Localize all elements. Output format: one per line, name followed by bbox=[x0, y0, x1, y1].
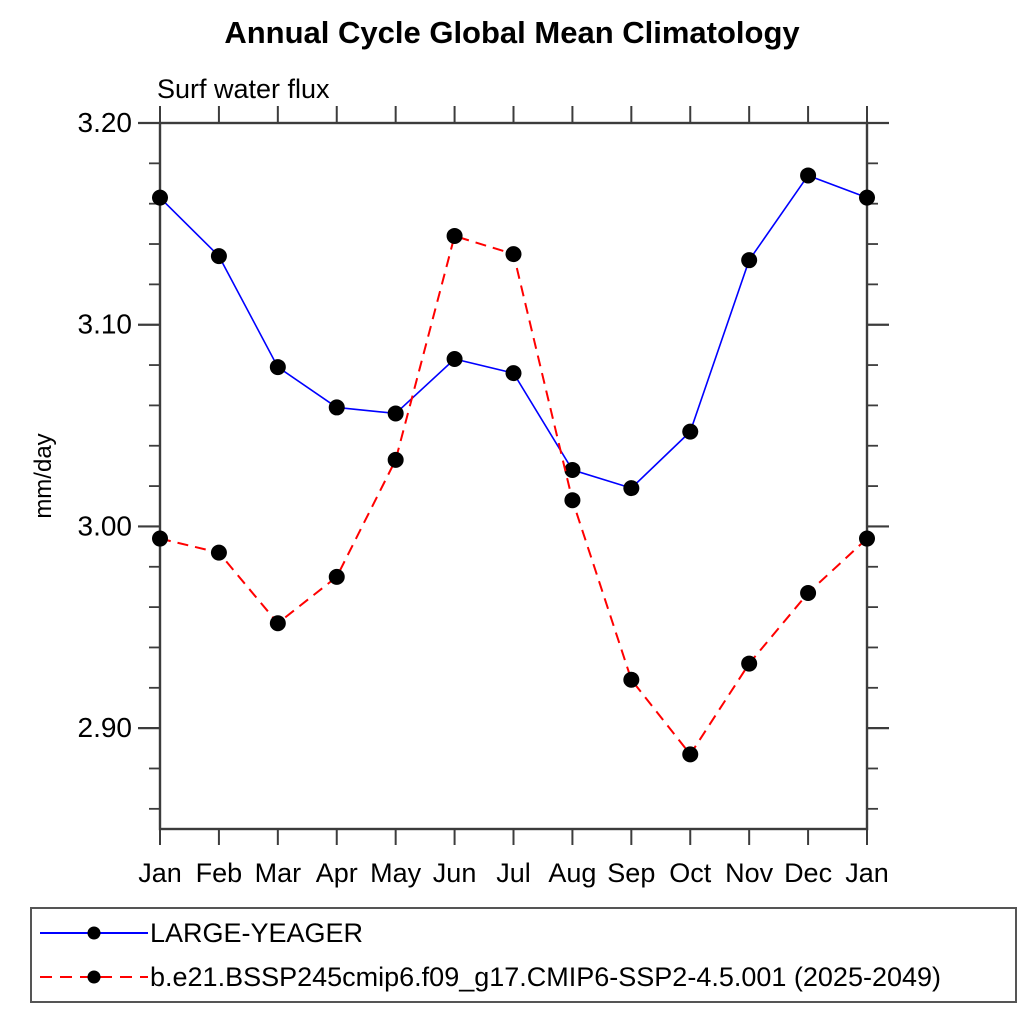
legend-marker-icon bbox=[87, 970, 101, 984]
data-point-marker bbox=[446, 227, 463, 244]
x-tick-label: Jan bbox=[845, 858, 889, 888]
data-point-marker bbox=[564, 461, 581, 478]
legend-marker-icon bbox=[87, 926, 101, 940]
x-tick-label: Dec bbox=[784, 858, 832, 888]
chart-subtitle: Surf water flux bbox=[157, 74, 330, 104]
data-point-marker bbox=[387, 405, 404, 422]
data-point-marker bbox=[387, 451, 404, 468]
data-point-marker bbox=[210, 544, 227, 561]
x-tick-label: Jul bbox=[496, 858, 531, 888]
legend-item-1: b.e21.BSSP245cmip6.f09_g17.CMIP6-SSP2-4.… bbox=[38, 955, 1011, 999]
data-point-marker bbox=[564, 492, 581, 509]
x-tick-label: Sep bbox=[607, 858, 655, 888]
data-point-marker bbox=[741, 252, 758, 269]
x-tick-label: Feb bbox=[196, 858, 243, 888]
data-point-marker bbox=[800, 584, 817, 601]
y-tick-label: 2.90 bbox=[78, 712, 133, 743]
y-tick-label: 3.20 bbox=[78, 107, 133, 138]
data-point-marker bbox=[623, 671, 640, 688]
x-tick-label: Mar bbox=[255, 858, 302, 888]
legend-label: LARGE-YEAGER bbox=[150, 917, 364, 948]
x-tick-label: Apr bbox=[316, 858, 358, 888]
y-tick-label: 3.10 bbox=[78, 309, 133, 340]
data-point-marker bbox=[269, 615, 286, 632]
x-tick-label: Jan bbox=[138, 858, 182, 888]
data-point-marker bbox=[682, 423, 699, 440]
legend-solid-line-icon bbox=[40, 926, 148, 940]
data-point-marker bbox=[682, 746, 699, 763]
data-point-marker bbox=[505, 365, 522, 382]
data-point-marker bbox=[152, 530, 168, 547]
chart-title: Annual Cycle Global Mean Climatology bbox=[224, 15, 800, 50]
legend-item-0: LARGE-YEAGER bbox=[38, 911, 1011, 955]
plot-border bbox=[158, 121, 869, 831]
legend-dashed-line-icon bbox=[40, 970, 148, 984]
x-tick-label: Nov bbox=[725, 858, 774, 888]
series-line-1 bbox=[159, 234, 868, 757]
data-point-marker bbox=[210, 248, 227, 265]
data-point-marker bbox=[623, 480, 640, 497]
data-point-marker bbox=[859, 189, 875, 206]
data-point-marker bbox=[152, 189, 168, 206]
x-tick-label: May bbox=[370, 858, 422, 888]
data-point-marker bbox=[741, 655, 758, 672]
data-point-marker bbox=[446, 351, 463, 368]
data-point-marker bbox=[328, 399, 345, 416]
y-tick-label: 3.00 bbox=[78, 510, 133, 541]
data-point-marker bbox=[859, 530, 875, 547]
data-point-marker bbox=[505, 246, 522, 263]
data-point-marker bbox=[328, 568, 345, 585]
x-tick-label: Oct bbox=[669, 858, 712, 888]
data-point-marker bbox=[269, 359, 286, 376]
legend-box: LARGE-YEAGER b.e21.BSSP245cmip6.f09_g17.C… bbox=[30, 907, 1017, 1003]
x-tick-label: Aug bbox=[548, 858, 596, 888]
series-line-0 bbox=[159, 174, 868, 490]
data-point-marker bbox=[800, 167, 817, 184]
legend-label: b.e21.BSSP245cmip6.f09_g17.CMIP6-SSP2-4.… bbox=[150, 961, 942, 992]
x-tick-label: Jun bbox=[433, 858, 477, 888]
